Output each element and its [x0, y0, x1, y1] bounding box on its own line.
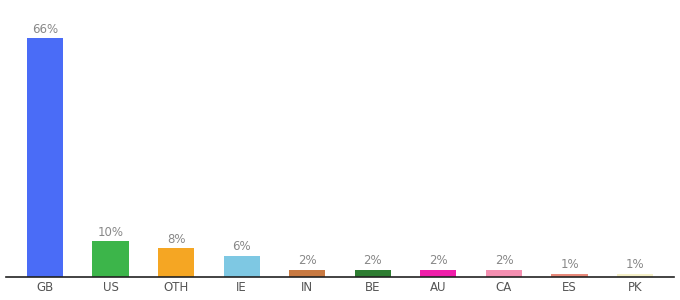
- Text: 10%: 10%: [97, 226, 124, 238]
- Text: 66%: 66%: [32, 22, 58, 36]
- Text: 1%: 1%: [626, 258, 645, 271]
- Text: 6%: 6%: [233, 240, 251, 253]
- Text: 2%: 2%: [494, 254, 513, 268]
- Text: 2%: 2%: [364, 254, 382, 268]
- Bar: [486, 270, 522, 277]
- Text: 1%: 1%: [560, 258, 579, 271]
- Bar: [27, 38, 63, 277]
- Bar: [617, 274, 653, 277]
- Text: 2%: 2%: [429, 254, 447, 268]
- Bar: [355, 270, 391, 277]
- Bar: [158, 248, 194, 277]
- Text: 2%: 2%: [298, 254, 316, 268]
- Bar: [92, 241, 129, 277]
- Bar: [289, 270, 325, 277]
- Bar: [224, 256, 260, 277]
- Bar: [551, 274, 588, 277]
- Text: 8%: 8%: [167, 233, 186, 246]
- Bar: [420, 270, 456, 277]
